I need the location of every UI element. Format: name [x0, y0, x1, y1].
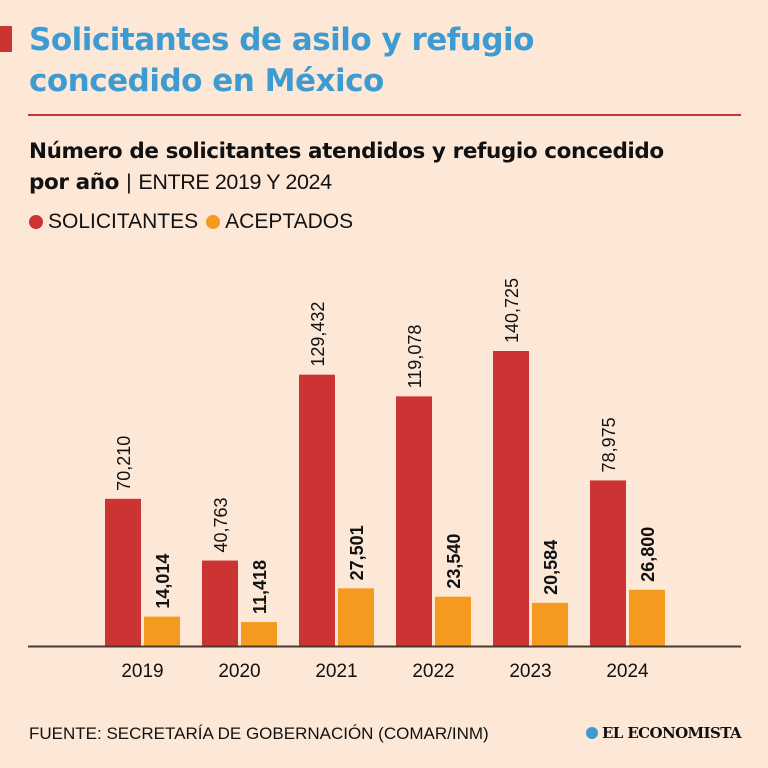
- data-label-aceptados-2021: 27,501: [347, 525, 367, 580]
- source-note: FUENTE: SECRETARÍA DE GOBERNACIÓN (COMAR…: [29, 724, 489, 743]
- data-label-solicitantes-2020: 40,763: [211, 497, 231, 552]
- bar-aceptados-2021: [338, 588, 374, 646]
- legend-dot-aceptados: [206, 215, 221, 229]
- data-label-aceptados-2022: 23,540: [444, 534, 464, 589]
- bar-solicitantes-2019: [105, 498, 141, 646]
- bar-aceptados-2023: [532, 602, 568, 646]
- x-tick-label-2023: 2023: [509, 661, 551, 682]
- data-label-aceptados-2019: 14,014: [153, 554, 173, 609]
- title-line-2: concedido en México: [29, 63, 384, 99]
- bar-aceptados-2019: [144, 616, 180, 646]
- legend-dot-solicitantes: [29, 215, 43, 229]
- x-tick-label-2024: 2024: [606, 661, 649, 682]
- title-line-1: Solicitantes de asilo y refugio: [29, 22, 534, 58]
- data-label-solicitantes-2022: 119,078: [405, 325, 425, 389]
- data-label-aceptados-2020: 11,418: [250, 560, 270, 614]
- chart-legend: SOLICITANTES ACEPTADOS: [29, 210, 361, 234]
- bar-solicitantes-2024: [590, 480, 626, 646]
- legend-label-aceptados: ACEPTADOS: [225, 210, 354, 233]
- legend-label-solicitantes: SOLICITANTES: [48, 210, 199, 233]
- bar-solicitantes-2021: [299, 374, 335, 646]
- title-divider: [28, 114, 741, 116]
- data-label-solicitantes-2024: 78,975: [599, 417, 619, 472]
- x-tick-label-2019: 2019: [121, 661, 163, 682]
- x-tick-label-2022: 2022: [412, 661, 454, 682]
- subtitle-bold: por año: [29, 170, 120, 195]
- subtitle-separator: |: [126, 170, 132, 194]
- page-title: Solicitantes de asilo y refugio concedid…: [29, 20, 534, 102]
- data-label-aceptados-2023: 20,584: [541, 540, 561, 595]
- subtitle-line-1: Número de solicitantes atendidos y refug…: [29, 139, 664, 164]
- data-label-solicitantes-2023: 140,725: [502, 278, 522, 343]
- bar-aceptados-2022: [435, 596, 471, 646]
- globe-icon: [585, 727, 598, 739]
- bar-solicitantes-2022: [396, 396, 432, 646]
- brand-name: EL ECONOMISTA: [601, 724, 742, 742]
- bar-solicitantes-2020: [202, 560, 238, 646]
- chart-subtitle: Número de solicitantes atendidos y refug…: [29, 137, 664, 198]
- x-tick-label-2020: 2020: [218, 661, 260, 682]
- brand-logo: EL ECONOMISTA: [585, 724, 742, 742]
- title-accent-bar: [0, 26, 12, 52]
- bar-solicitantes-2023: [493, 351, 529, 646]
- data-label-solicitantes-2021: 129,432: [308, 302, 328, 367]
- x-tick-label-2021: 2021: [315, 661, 357, 682]
- bar-aceptados-2024: [629, 589, 665, 646]
- data-label-aceptados-2024: 26,800: [638, 527, 658, 582]
- subtitle-range: ENTRE 2019 Y 2024: [138, 170, 332, 194]
- data-label-solicitantes-2019: 70,210: [114, 436, 134, 491]
- bar-aceptados-2020: [241, 622, 277, 646]
